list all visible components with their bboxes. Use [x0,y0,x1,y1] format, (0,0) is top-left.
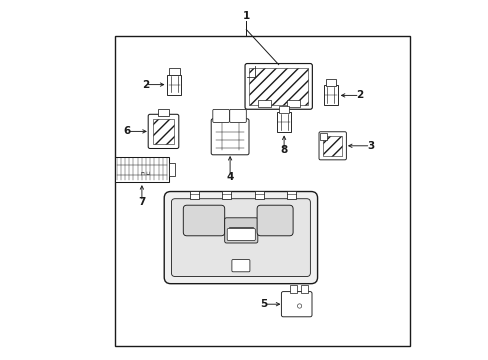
Bar [249,68,307,105]
Bar [289,285,297,293]
Bar [189,191,199,199]
Bar [324,85,337,105]
Text: 4: 4 [226,172,233,182]
Bar [254,191,263,199]
Text: 2: 2 [355,90,363,100]
Text: 6: 6 [123,126,131,136]
Bar [168,68,179,75]
FancyBboxPatch shape [171,199,310,276]
FancyBboxPatch shape [231,260,249,272]
Bar [257,100,270,107]
Bar [115,36,409,346]
Bar [322,136,342,156]
Text: 5: 5 [260,299,267,309]
FancyBboxPatch shape [224,218,257,243]
FancyBboxPatch shape [148,114,179,148]
Text: 1: 1 [242,11,249,21]
FancyBboxPatch shape [211,119,248,155]
Text: 7: 7 [138,197,145,207]
Bar [222,191,231,199]
FancyBboxPatch shape [229,109,246,122]
Bar [158,109,168,116]
Text: 3: 3 [366,141,373,151]
Text: 2: 2 [142,80,149,90]
Bar [167,75,181,94]
FancyBboxPatch shape [227,229,255,240]
Bar [277,112,290,132]
Bar [115,157,168,182]
FancyBboxPatch shape [164,192,317,284]
Text: 8: 8 [280,145,287,156]
FancyBboxPatch shape [212,109,229,122]
Bar [286,191,295,199]
Bar [168,163,175,176]
Bar [278,106,289,112]
FancyBboxPatch shape [244,63,312,109]
FancyBboxPatch shape [281,292,311,317]
Text: ⊓ ⊔: ⊓ ⊔ [141,170,150,175]
FancyBboxPatch shape [318,132,346,160]
Bar [286,100,299,107]
FancyBboxPatch shape [257,205,292,236]
Bar [301,285,307,293]
Bar [153,119,174,144]
Bar [320,133,326,140]
Bar [325,79,336,85]
FancyBboxPatch shape [183,205,224,236]
